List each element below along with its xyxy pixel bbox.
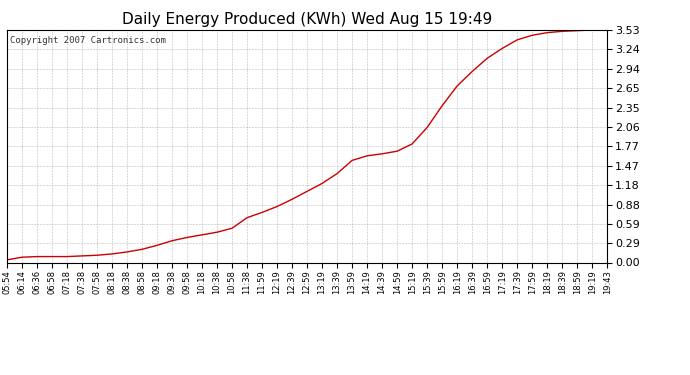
Text: Copyright 2007 Cartronics.com: Copyright 2007 Cartronics.com (10, 36, 166, 45)
Title: Daily Energy Produced (KWh) Wed Aug 15 19:49: Daily Energy Produced (KWh) Wed Aug 15 1… (122, 12, 492, 27)
